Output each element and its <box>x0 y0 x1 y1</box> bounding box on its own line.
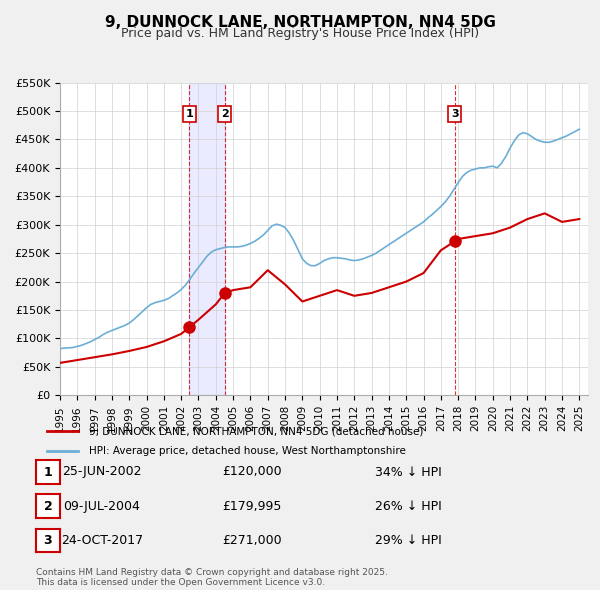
Text: 2: 2 <box>221 109 229 119</box>
Text: £179,995: £179,995 <box>223 500 281 513</box>
Text: £271,000: £271,000 <box>222 534 282 547</box>
Text: 34% ↓ HPI: 34% ↓ HPI <box>374 466 442 478</box>
Text: 2: 2 <box>44 500 52 513</box>
Text: 3: 3 <box>44 534 52 547</box>
Text: 24-OCT-2017: 24-OCT-2017 <box>61 534 143 547</box>
Text: Contains HM Land Registry data © Crown copyright and database right 2025.
This d: Contains HM Land Registry data © Crown c… <box>36 568 388 587</box>
Text: 26% ↓ HPI: 26% ↓ HPI <box>374 500 442 513</box>
Text: Price paid vs. HM Land Registry's House Price Index (HPI): Price paid vs. HM Land Registry's House … <box>121 27 479 40</box>
Text: £120,000: £120,000 <box>222 466 282 478</box>
Text: 25-JUN-2002: 25-JUN-2002 <box>62 466 142 478</box>
Text: 1: 1 <box>44 466 52 478</box>
Text: HPI: Average price, detached house, West Northamptonshire: HPI: Average price, detached house, West… <box>89 446 406 455</box>
Text: 29% ↓ HPI: 29% ↓ HPI <box>374 534 442 547</box>
Text: 9, DUNNOCK LANE, NORTHAMPTON, NN4 5DG: 9, DUNNOCK LANE, NORTHAMPTON, NN4 5DG <box>104 15 496 30</box>
Text: 3: 3 <box>451 109 458 119</box>
Text: 09-JUL-2004: 09-JUL-2004 <box>64 500 140 513</box>
Text: 1: 1 <box>185 109 193 119</box>
Bar <box>190 83 225 395</box>
Text: 9, DUNNOCK LANE, NORTHAMPTON, NN4 5DG (detached house): 9, DUNNOCK LANE, NORTHAMPTON, NN4 5DG (d… <box>89 427 423 436</box>
